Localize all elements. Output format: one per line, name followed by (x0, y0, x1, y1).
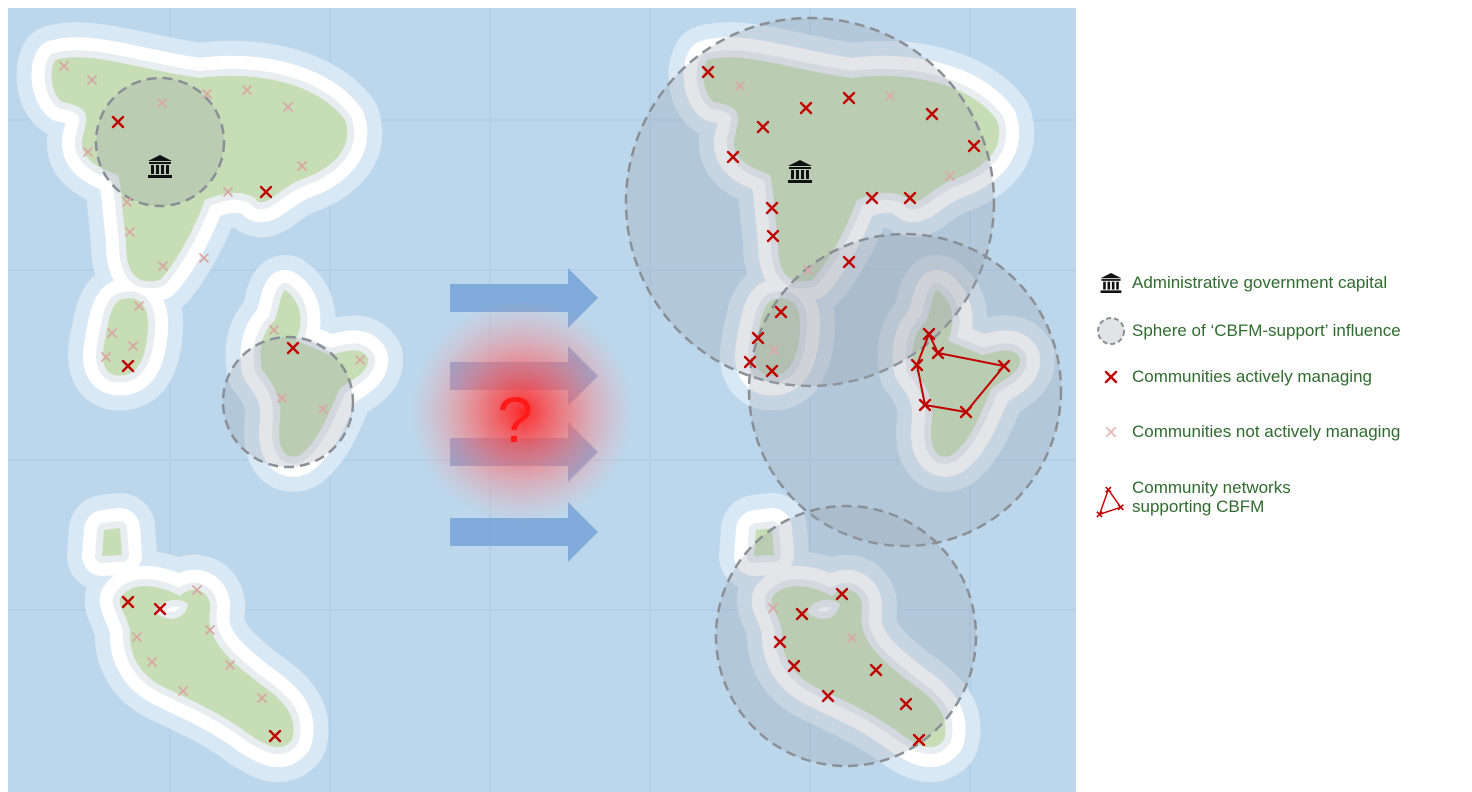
sphere-of-influence (223, 337, 353, 467)
legend-network-label: Community networks supporting CBFM (1132, 478, 1291, 516)
legend-network-line-1: Community networks (1132, 478, 1291, 497)
question-mark: ? (497, 384, 533, 456)
community-network-icon (1096, 482, 1126, 522)
faded-x-marker-icon (1096, 426, 1126, 438)
legend-capital-label: Administrative government capital (1132, 273, 1387, 293)
legend-active-label: Communities actively managing (1132, 367, 1372, 387)
legend-active: Communities actively managing (1096, 367, 1372, 387)
legend-capital: Administrative government capital (1096, 273, 1387, 293)
legend-sphere: Sphere of ‘CBFM-support’ influence (1096, 316, 1401, 346)
government-building-icon (1096, 273, 1126, 293)
legend-inactive-label: Communities not actively managing (1132, 422, 1400, 442)
sphere-of-influence (749, 234, 1061, 546)
sphere-of-influence (716, 506, 976, 766)
legend-inactive: Communities not actively managing (1096, 422, 1400, 442)
legend-network-line-2: supporting CBFM (1132, 497, 1291, 516)
legend-network: Community networks supporting CBFM (1096, 478, 1291, 522)
red-x-marker-icon (1096, 370, 1126, 384)
dashed-circle-icon (1096, 316, 1126, 346)
legend-sphere-label: Sphere of ‘CBFM-support’ influence (1132, 321, 1401, 341)
